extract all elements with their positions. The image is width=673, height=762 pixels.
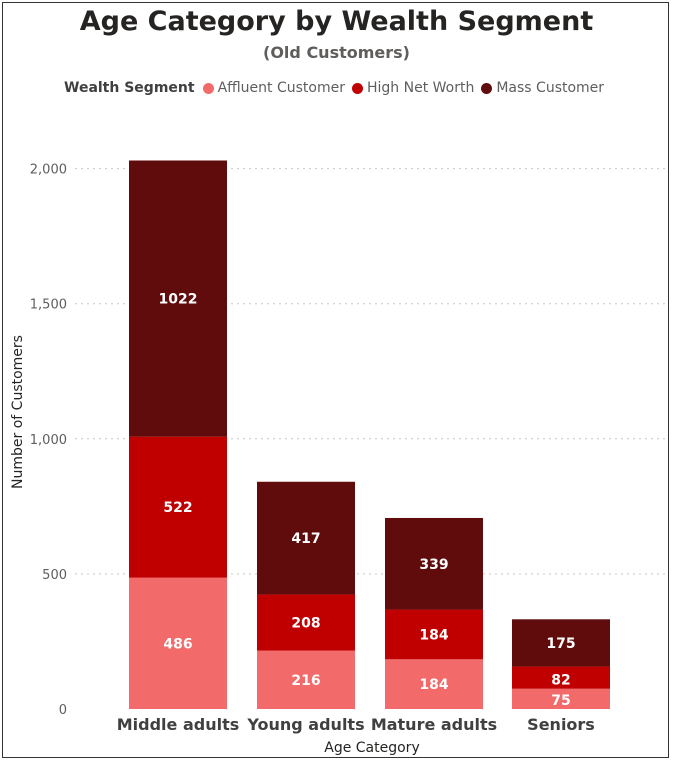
data-label: 75 [551,693,570,709]
y-tick-label: 0 [59,703,67,718]
bar-segment-high-net-worth[interactable] [512,666,610,689]
data-label: 82 [551,673,570,689]
bar-segment-affluent[interactable] [129,577,227,709]
data-label: 184 [419,627,448,643]
bar-segment-high-net-worth[interactable] [129,436,227,578]
legend-marker-high-net-worth [351,82,363,94]
data-label: 339 [419,557,448,573]
data-label: 1022 [159,292,198,308]
legend: Wealth Segment Affluent Customer High Ne… [64,78,611,98]
legend-title: Wealth Segment [64,80,195,96]
x-tick-label: Seniors [527,715,595,734]
bar-segment-mass[interactable] [257,481,355,595]
x-axis-label: Age Category [324,740,419,756]
bar-segment-affluent[interactable] [257,650,355,709]
bar-segment-affluent[interactable] [385,659,483,709]
legend-marker-mass [481,82,493,94]
bar-segment-mass[interactable] [385,517,483,610]
legend-label-mass: Mass Customer [496,80,605,96]
data-label: 216 [291,673,320,689]
legend-item-mass[interactable]: Mass Customer [481,80,604,96]
bar-segment-mass[interactable] [129,160,227,437]
data-label: 486 [163,636,192,652]
bar-segment-high-net-worth[interactable] [385,609,483,660]
x-tick-label: Young adults [246,715,364,734]
bar-segment-mass[interactable] [512,619,610,667]
y-tick-label: 1,500 [30,298,67,313]
chart-title: Age Category by Wealth Segment [79,6,594,37]
y-tick-label: 2,000 [30,163,67,178]
x-tick-label: Mature adults [371,715,497,734]
bars: 486 522 1022 216 208 417 184 184 339 75 82 175 [129,160,610,709]
y-tick-label: 1,000 [30,433,67,448]
legend-marker-affluent [202,82,214,94]
data-label: 175 [546,636,575,652]
chart-subtitle: (Old Customers) [263,43,410,62]
legend-label-affluent: Affluent Customer [217,80,345,96]
x-tick-label: Middle adults [117,715,240,734]
bar-segment-affluent[interactable] [512,688,610,709]
x-axis-ticks: Middle adults Young adults Mature adults Se… [117,715,595,734]
data-label: 417 [291,531,320,547]
legend-item-affluent[interactable]: Affluent Customer [202,80,345,96]
data-label: 184 [419,677,448,693]
data-label: 208 [291,616,320,632]
y-axis-label: Number of Customers [10,335,26,489]
y-axis-ticks: 0 500 1,000 1,500 2,000 [30,163,67,718]
legend-item-high-net-worth[interactable]: High Net Worth [351,80,475,96]
legend-label-high-net-worth: High Net Worth [366,80,475,96]
y-tick-label: 500 [42,568,67,583]
bar-segment-high-net-worth[interactable] [257,594,355,651]
data-label: 522 [163,500,192,516]
